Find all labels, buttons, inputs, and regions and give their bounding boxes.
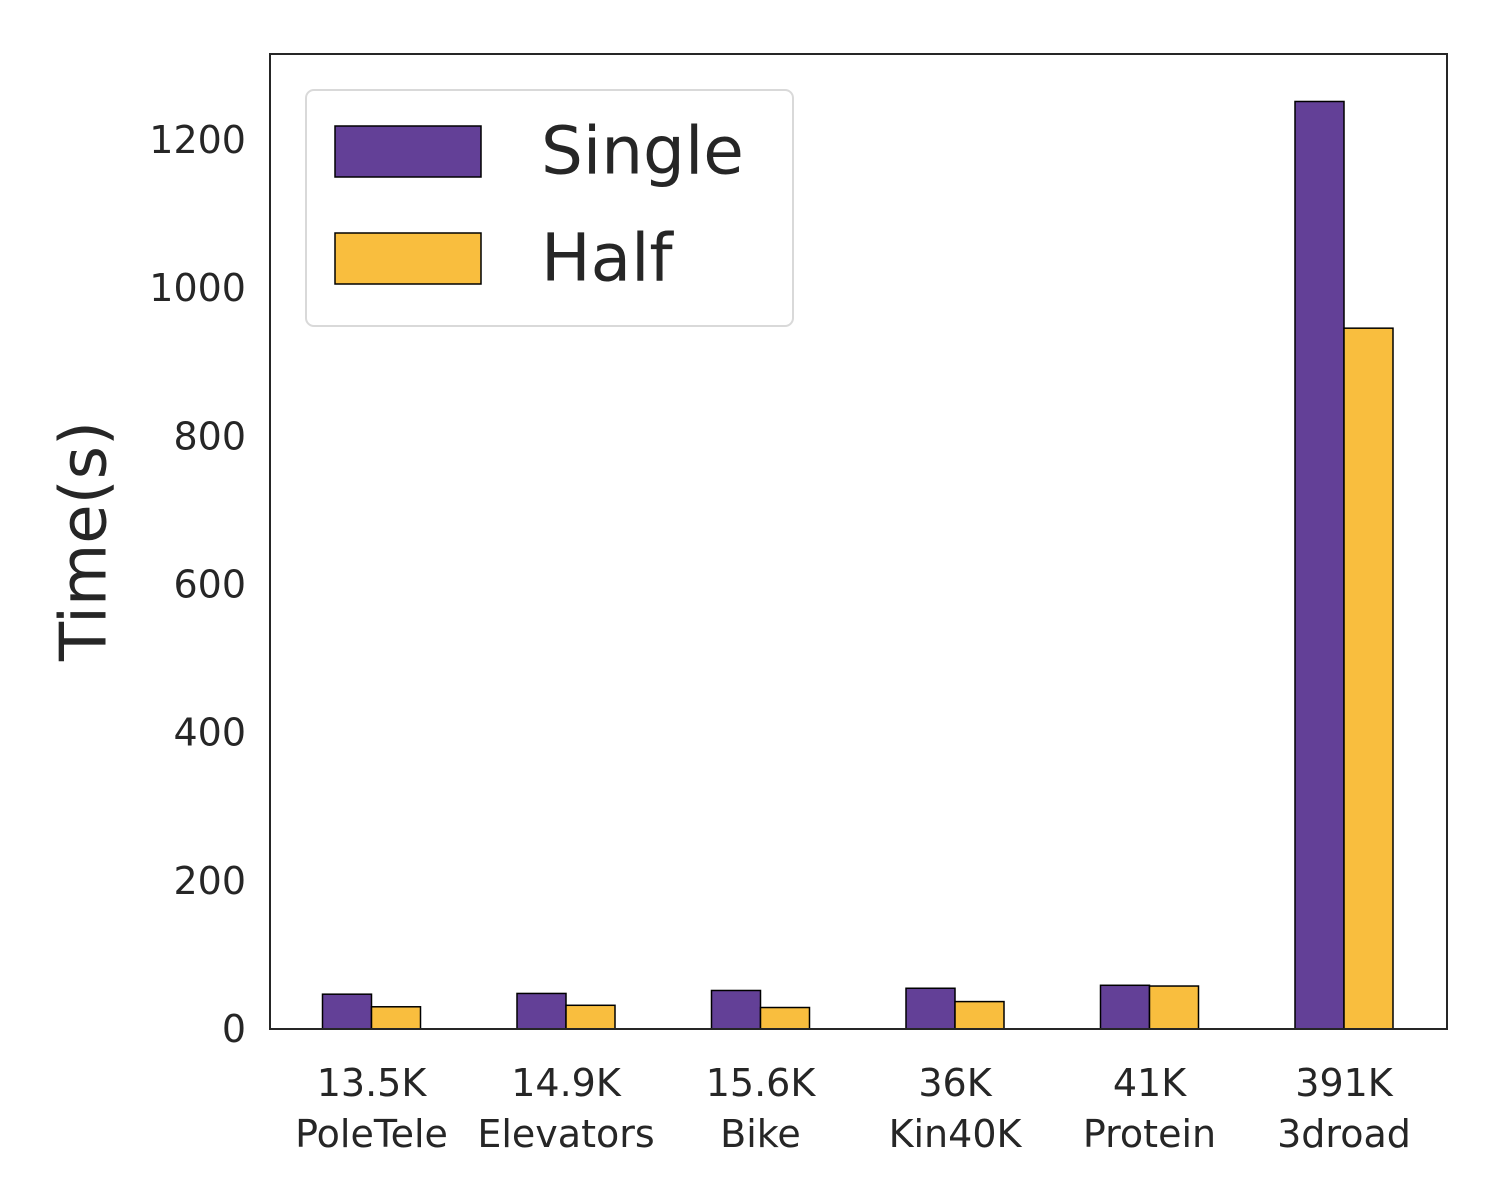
y-tick-label: 200 xyxy=(173,859,246,903)
y-tick-label: 400 xyxy=(173,711,246,755)
x-tick-size-label: 15.6K xyxy=(706,1061,817,1105)
bars-group xyxy=(321,100,1394,1030)
legend-label-single: Single xyxy=(541,113,744,190)
bar-single-bike xyxy=(710,989,762,1030)
bar-half-bike xyxy=(759,1006,811,1030)
legend-swatch-half xyxy=(334,232,482,285)
x-tick-size-label: 13.5K xyxy=(317,1061,428,1105)
legend-swatch-single xyxy=(334,125,482,178)
x-tick-size-label: 14.9K xyxy=(511,1061,622,1105)
y-tick-label: 0 xyxy=(222,1007,246,1051)
y-tick-label: 600 xyxy=(173,563,246,607)
bar-half-protein xyxy=(1148,985,1200,1030)
x-tick-name-label: Kin40K xyxy=(889,1112,1023,1156)
bar-half-elevators xyxy=(565,1004,616,1030)
bar-single-protein xyxy=(1099,984,1151,1030)
bar-single-poletele xyxy=(321,993,373,1030)
x-tick-name-label: PoleTele xyxy=(295,1112,448,1156)
bar-half-kin40k xyxy=(954,1000,1005,1030)
y-axis-label: Time(s) xyxy=(48,421,122,662)
legend: Single Half xyxy=(305,89,794,327)
x-axis-ticks: 13.5K PoleTele 14.9K Elevators 15.6K Bike 36K K… xyxy=(295,1061,1411,1156)
x-tick-name-label: 3droad xyxy=(1277,1112,1411,1156)
y-tick-label: 1000 xyxy=(149,266,246,310)
bar-single-kin40k xyxy=(905,987,956,1030)
y-tick-label: 800 xyxy=(173,414,246,458)
bar-half-3droad xyxy=(1343,327,1394,1030)
x-tick-name-label: Protein xyxy=(1083,1112,1216,1156)
x-tick-size-label: 36K xyxy=(918,1061,992,1105)
bar-single-elevators xyxy=(516,992,567,1030)
x-tick-name-label: Bike xyxy=(720,1112,801,1156)
x-tick-size-label: 391K xyxy=(1295,1061,1394,1105)
y-tick-label: 1200 xyxy=(149,118,246,162)
bar-half-poletele xyxy=(370,1006,422,1030)
bar-single-3droad xyxy=(1294,100,1345,1030)
legend-label-half: Half xyxy=(541,220,674,297)
x-tick-size-label: 41K xyxy=(1113,1061,1187,1105)
x-tick-name-label: Elevators xyxy=(477,1112,654,1156)
plot-frame xyxy=(269,53,1448,1030)
y-axis-ticks: 0 200 400 600 800 1000 1200 xyxy=(149,118,246,1051)
